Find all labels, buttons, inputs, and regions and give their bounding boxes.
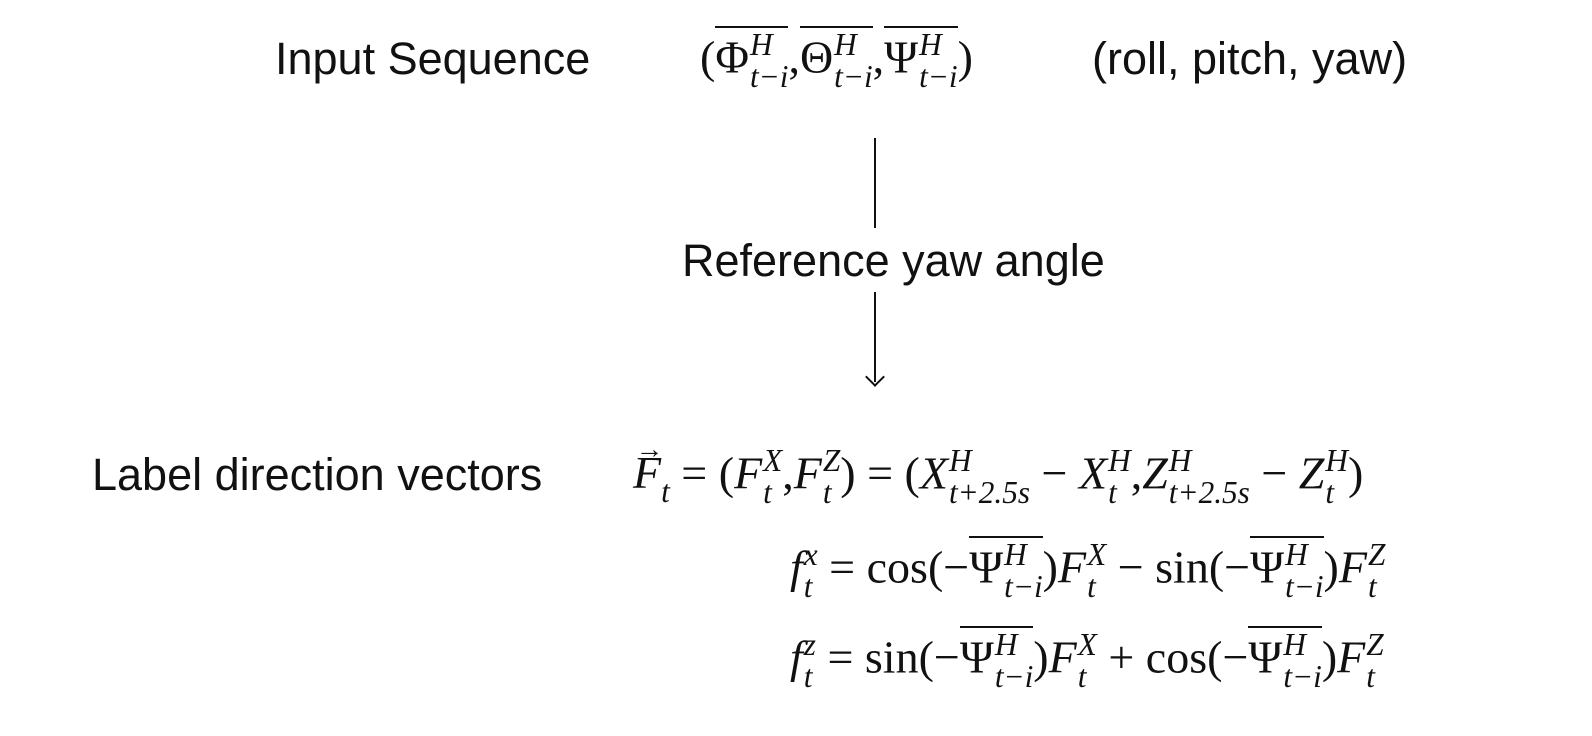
roll-pitch-yaw-annotation: (roll, pitch, yaw): [1092, 33, 1408, 84]
reference-yaw-angle-label: Reference yaw angle: [682, 235, 1105, 286]
connector-arrow-shaft: [874, 292, 876, 382]
direction-vector-equation: Ft = (FXt,FZt) = (XHt+2.5s − XHt,ZHt+2.5…: [633, 435, 1363, 510]
label-direction-vectors-label: Label direction vectors: [92, 449, 543, 500]
connector-arrow-head: [865, 367, 885, 387]
connector-line-top: [874, 138, 876, 228]
input-sequence-label: Input Sequence: [275, 33, 591, 84]
